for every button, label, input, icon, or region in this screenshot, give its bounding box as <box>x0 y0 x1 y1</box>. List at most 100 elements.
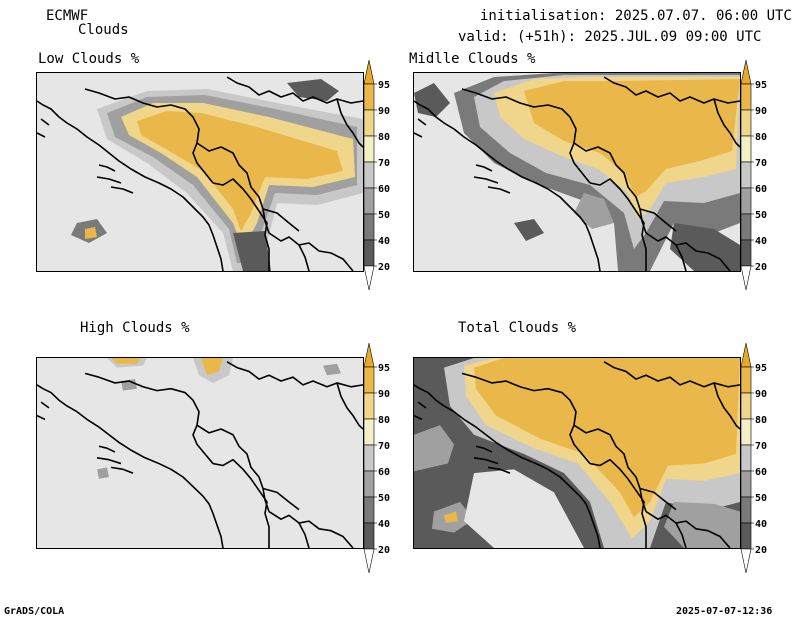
colorbar-tick-label: 90 <box>755 389 767 400</box>
country-borders <box>414 77 740 271</box>
border-line <box>488 187 510 193</box>
border-line <box>590 179 646 271</box>
border-line <box>299 245 309 271</box>
map-total-clouds <box>413 357 741 549</box>
cloud-contour <box>474 358 740 518</box>
colorbar-box <box>740 239 752 267</box>
border-line <box>111 187 133 193</box>
border-line <box>227 362 363 387</box>
colorbar-low: 20 40 50 60 70 80 90 95 <box>363 58 412 292</box>
colorbar-tick-label: 95 <box>755 80 767 91</box>
colorbar-tick-label: 40 <box>378 519 390 530</box>
border-line <box>604 362 740 387</box>
border-line <box>99 446 115 452</box>
border-line <box>41 402 49 408</box>
border-line <box>41 119 49 125</box>
panel-title-mid: Midlle Clouds % <box>409 51 536 67</box>
border-line <box>714 383 740 429</box>
border-line <box>414 385 600 548</box>
colorbar-bottom-arrow <box>363 265 375 291</box>
colorbar-tick-label: 95 <box>755 363 767 374</box>
colorbar-tick-label: 50 <box>755 210 767 221</box>
footer-timestamp: 2025-07-07-12:36 <box>676 606 773 617</box>
colorbar-box <box>740 135 752 163</box>
border-line <box>476 165 492 171</box>
colorbar-mid: 20 40 50 60 70 80 90 95 <box>740 58 789 292</box>
cloud-contour <box>85 227 97 239</box>
colorbar-tick-label: 70 <box>755 158 767 169</box>
border-line <box>574 143 646 233</box>
colorbar-box <box>740 470 752 498</box>
cloud-contour <box>574 193 614 229</box>
border-line <box>646 512 730 548</box>
border-line <box>414 416 422 420</box>
cloud-contour <box>514 219 544 241</box>
colorbar-top-arrow <box>363 59 375 85</box>
cloud-contour <box>464 469 584 548</box>
init-time: initialisation: 2025.07.07. 06:00 UTC <box>480 8 792 24</box>
colorbar-box <box>740 522 752 550</box>
colorbar-box <box>740 392 752 420</box>
model-name: ECMWF <box>46 8 89 24</box>
colorbar-tick-label: 95 <box>378 80 390 91</box>
colorbar-box <box>363 109 375 137</box>
country-borders <box>37 77 363 271</box>
cloud-contour <box>524 79 740 197</box>
border-line <box>640 489 676 510</box>
colorbar-tick-label: 50 <box>378 493 390 504</box>
colorbar-box <box>363 522 375 550</box>
border-line <box>85 373 213 463</box>
panel-title-total: Total Clouds % <box>458 320 577 336</box>
cloud-contour <box>287 79 339 101</box>
border-line <box>488 467 510 473</box>
footer-software: GrADS/COLA <box>4 606 65 617</box>
border-line <box>574 425 646 511</box>
colorbar-tick-label: 20 <box>378 545 390 556</box>
colorbar-tick-label: 20 <box>378 262 390 273</box>
border-line <box>299 523 309 548</box>
colorbar-tick-label: 80 <box>755 132 767 143</box>
colorbar-tick-label: 90 <box>378 389 390 400</box>
border-line <box>263 489 299 510</box>
colorbar-box <box>363 213 375 241</box>
colorbar-box <box>740 83 752 111</box>
colorbar-bottom-arrow <box>740 548 752 574</box>
border-line <box>37 416 45 420</box>
colorbar-high: 20 40 50 60 70 80 90 95 <box>363 341 412 575</box>
colorbar-tick-label: 60 <box>378 184 390 195</box>
map-middle-clouds <box>413 72 741 272</box>
border-line <box>85 89 213 183</box>
colorbar-box <box>363 418 375 446</box>
cloud-cover-field <box>414 358 740 548</box>
border-line <box>474 177 498 183</box>
colorbar-tick-label: 50 <box>378 210 390 221</box>
map-low-clouds <box>36 72 364 272</box>
colorbar-tick-label: 40 <box>378 236 390 247</box>
cloud-contour <box>670 223 740 271</box>
colorbar-box <box>740 366 752 394</box>
border-line <box>269 512 353 548</box>
cloud-contour <box>323 363 341 376</box>
country-borders <box>37 362 363 548</box>
border-line <box>418 402 426 408</box>
colorbar-box <box>363 83 375 111</box>
colorbar-box <box>740 161 752 189</box>
border-line <box>476 446 492 452</box>
border-line <box>418 119 426 125</box>
border-line <box>37 385 223 548</box>
border-line <box>37 101 223 271</box>
border-line <box>97 458 121 464</box>
colorbar-bottom-arrow <box>740 265 752 291</box>
border-line <box>590 460 646 548</box>
colorbar-box <box>363 239 375 267</box>
border-line <box>99 165 115 171</box>
colorbar-box <box>740 213 752 241</box>
border-line <box>97 177 121 183</box>
border-line <box>337 383 363 429</box>
colorbar-box <box>363 135 375 163</box>
product-name: Clouds <box>78 22 129 38</box>
colorbar-box <box>363 187 375 215</box>
colorbar-tick-label: 40 <box>755 519 767 530</box>
border-line <box>414 101 600 271</box>
border-line <box>213 460 269 548</box>
